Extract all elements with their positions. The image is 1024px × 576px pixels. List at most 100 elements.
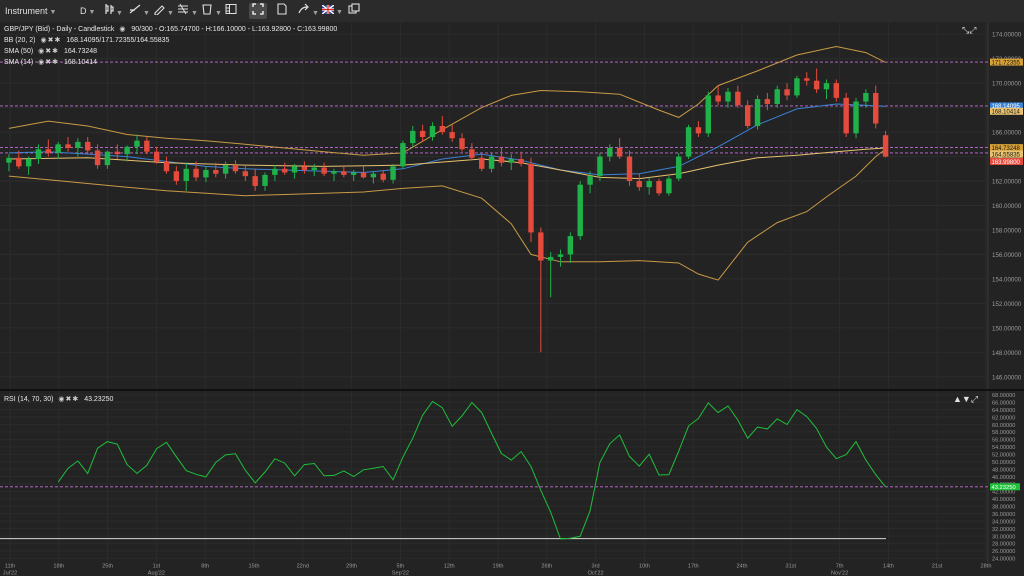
chevron-down-icon: ▼ xyxy=(167,10,174,17)
candle-body xyxy=(469,149,475,158)
gear-icon[interactable]: ✱ xyxy=(54,37,62,44)
candle-body xyxy=(85,141,91,151)
close-icon[interactable]: ✖ xyxy=(47,37,55,44)
date-label: 18th xyxy=(53,564,64,570)
rsi-tick-label: 54.00000 xyxy=(992,445,1015,451)
close-icon[interactable]: ✖ xyxy=(45,59,53,66)
candle-body xyxy=(429,125,436,137)
layout-button[interactable] xyxy=(225,3,239,19)
eye-icon[interactable]: ◉ xyxy=(119,26,127,33)
rsi-tick-label: 64.00000 xyxy=(992,408,1015,414)
candle-body xyxy=(833,83,840,98)
price-axis-label-bg xyxy=(990,150,1023,158)
template-button[interactable] xyxy=(276,3,290,19)
window-icon xyxy=(348,3,360,14)
candle-body xyxy=(272,168,278,175)
share-icon xyxy=(298,3,309,14)
candle-body xyxy=(153,151,160,162)
rsi-tick-label: 24.00000 xyxy=(992,557,1015,562)
date-label: 8th xyxy=(201,564,209,570)
move-down-icon[interactable]: ▼ xyxy=(961,394,971,404)
candle-body xyxy=(754,99,761,126)
rsi-tick-label: 30.00000 xyxy=(992,534,1015,540)
candle-body xyxy=(843,97,849,134)
rsi-label: RSI (14, 70, 30) xyxy=(4,396,54,403)
date-label: 5th xyxy=(397,564,405,570)
eye-icon[interactable]: ◉ xyxy=(58,396,66,403)
candle-body xyxy=(449,132,455,139)
sma14-label: SMA (14) xyxy=(4,59,34,66)
date-label: 15th xyxy=(249,564,260,570)
rsi-pane-controls[interactable]: ▲▼⤢ xyxy=(953,394,978,405)
eye-icon[interactable]: ◉ xyxy=(38,48,46,55)
date-label: 12th xyxy=(444,564,455,570)
price-tick-label: 156.00000 xyxy=(992,252,1022,259)
bb-values: 168.14095/171.72355/164.55835 xyxy=(66,37,170,44)
candle-body xyxy=(25,159,32,167)
candle-body xyxy=(65,144,71,149)
rsi-pane[interactable]: 68.00000 66.00000 64.00000 62.00000 60.00000… xyxy=(0,391,1024,562)
candle-body xyxy=(715,95,721,102)
candle-body xyxy=(410,130,416,144)
candle-body xyxy=(784,89,790,96)
candle-body xyxy=(853,101,859,134)
sma14-line xyxy=(8,147,886,180)
language-button[interactable]: ▼ xyxy=(321,3,343,19)
candle-body xyxy=(764,99,771,104)
rsi-tick-label: 34.00000 xyxy=(992,519,1015,525)
fullscreen-button[interactable] xyxy=(249,3,267,19)
gear-icon[interactable]: ✱ xyxy=(72,396,80,403)
price-axis-label-bg xyxy=(990,58,1023,66)
candle-body xyxy=(360,172,367,178)
line-tool-button[interactable]: ▼ xyxy=(129,3,150,19)
price-axis xyxy=(988,22,1024,389)
candle-body xyxy=(282,168,288,173)
candle-body xyxy=(390,166,396,180)
candle-body xyxy=(183,168,189,182)
gear-icon[interactable]: ✱ xyxy=(52,59,59,66)
rsi-tick-label: 28.00000 xyxy=(992,542,1015,548)
fibonacci-icon xyxy=(178,3,188,15)
candle-body xyxy=(538,232,544,261)
period-menu[interactable]: D ▼ xyxy=(80,3,95,19)
rsi-tick-label: 48.00000 xyxy=(992,467,1015,473)
move-up-icon[interactable]: ▲ xyxy=(953,394,962,404)
drawing-tool-button[interactable]: ▼ xyxy=(153,3,174,19)
date-axis[interactable]: 11th Jul'22 18th 25th 1st Aug'22 8th 15th 22nd 29… xyxy=(0,562,1024,576)
chevron-down-icon: ▼ xyxy=(336,9,343,16)
candle-body xyxy=(823,83,830,90)
close-icon[interactable]: ✖ xyxy=(65,396,73,403)
instrument-label: Instrument xyxy=(5,6,48,16)
candle-body xyxy=(35,149,42,160)
price-chart-pane[interactable]: 174.00000172.00000170.00000168.00000166.… xyxy=(0,22,1024,389)
eye-icon[interactable]: ◉ xyxy=(40,37,48,44)
line-tool-icon xyxy=(129,4,141,14)
chevron-down-icon: ▼ xyxy=(49,9,57,16)
candle-body xyxy=(193,168,199,178)
candle-body xyxy=(55,144,61,153)
collapse-pane-button[interactable]: ⤡⤢ xyxy=(962,25,976,36)
date-label: 3rd xyxy=(592,564,600,570)
chart-type-button[interactable]: ▼ xyxy=(104,3,123,19)
template-icon xyxy=(277,3,287,15)
instrument-menu[interactable]: Instrument ▼ xyxy=(5,3,56,19)
rsi-tick-label: 38.00000 xyxy=(992,505,1015,511)
gear-icon[interactable]: ✱ xyxy=(52,48,59,55)
price-chart[interactable]: 174.00000172.00000170.00000168.00000166.… xyxy=(0,22,1024,389)
fibonacci-button[interactable]: ▼ xyxy=(177,3,198,19)
window-button[interactable] xyxy=(348,3,362,19)
candle-body xyxy=(863,92,869,102)
candle-body xyxy=(528,163,534,233)
price-tick-label: 152.00000 xyxy=(992,301,1022,308)
share-button[interactable]: ▼ xyxy=(298,3,319,19)
candle-body xyxy=(567,236,574,255)
close-icon[interactable]: ✖ xyxy=(45,48,53,55)
candle-body xyxy=(321,167,327,174)
candle-body xyxy=(311,167,317,171)
bucket-button[interactable]: ▼ xyxy=(201,3,222,19)
pane-divider[interactable] xyxy=(0,389,1024,391)
expand-arrows-icon[interactable]: ⤢ xyxy=(970,394,979,404)
eye-icon[interactable]: ◉ xyxy=(38,59,46,66)
